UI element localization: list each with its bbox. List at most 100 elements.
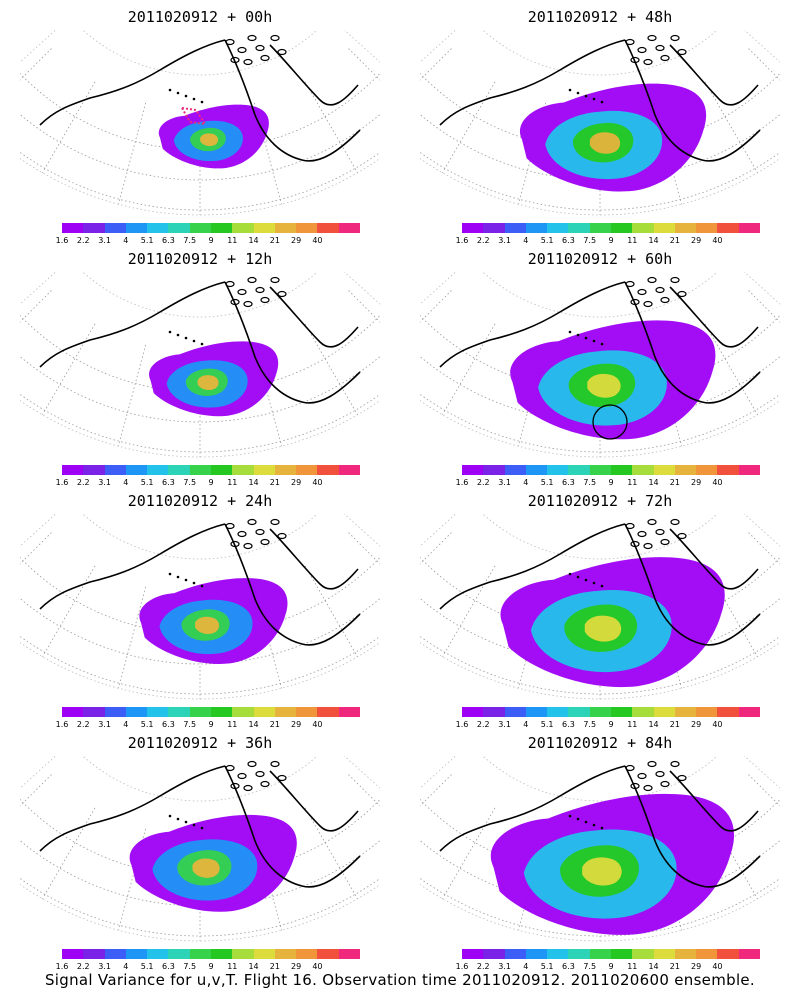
longitude-line xyxy=(748,532,780,565)
panel-title: 2011020912 + 12h xyxy=(127,250,273,268)
colorbar-swatch xyxy=(253,465,275,475)
island-outline xyxy=(277,774,287,782)
colorbar-swatch xyxy=(168,949,190,959)
coastline xyxy=(439,281,626,368)
colorbar-swatch xyxy=(462,223,484,233)
island-outline xyxy=(660,780,670,788)
island-outline xyxy=(260,54,270,62)
colorbar-tick-label: 21 xyxy=(269,962,280,971)
colorbar-tick-label: 7.5 xyxy=(583,962,597,971)
island-dot xyxy=(184,336,188,340)
island-dot xyxy=(576,575,580,579)
colorbar-tick-label: 40 xyxy=(712,720,723,729)
island-dot xyxy=(184,94,188,98)
colorbar-swatch xyxy=(653,465,675,475)
colorbar-tick-label: 5.1 xyxy=(540,236,554,245)
island-dot xyxy=(192,339,196,343)
colorbar-tick-label: 11 xyxy=(227,962,238,971)
island-dot xyxy=(584,820,588,824)
colorbar-labels: 1.6 2.2 3.1 4 5.1 6.3 7.5 9 11 14 21 29 40 xyxy=(52,962,370,972)
longitude-line xyxy=(304,81,358,173)
island-outline xyxy=(260,296,270,304)
island-outline xyxy=(670,34,680,42)
colorbar-swatch xyxy=(125,707,148,717)
panel-title: 2011020912 + 24h xyxy=(127,492,273,510)
colorbar-swatch xyxy=(317,223,339,233)
colorbar-swatch xyxy=(568,949,590,959)
coastline xyxy=(439,765,626,852)
longitude-line xyxy=(442,565,496,657)
colorbar-swatch xyxy=(653,707,675,717)
latitude-line xyxy=(20,355,380,423)
island-dot xyxy=(192,581,196,585)
colorbar-tick-label: 3.1 xyxy=(98,236,111,245)
island-dot xyxy=(200,584,204,588)
colorbar-swatch xyxy=(83,949,105,959)
island-dot xyxy=(576,817,580,821)
colorbar-tick-label: 40 xyxy=(712,478,723,487)
variance-contour-peak xyxy=(200,133,219,147)
island-outline xyxy=(670,518,680,526)
colorbar-tick-label: 11 xyxy=(627,962,638,971)
colorbar-tick-label: 14 xyxy=(248,720,259,729)
longitude-line xyxy=(20,290,52,323)
island-outline xyxy=(243,784,253,792)
island-outline xyxy=(630,540,640,548)
colorbar-swatch xyxy=(504,223,526,233)
colorbar-swatch xyxy=(253,223,275,233)
colorbar-swatch xyxy=(504,949,526,959)
variance-field xyxy=(158,104,269,169)
island-outline xyxy=(270,760,280,768)
island-outline xyxy=(670,276,680,284)
colorbar-tick-label: 2.2 xyxy=(476,962,490,971)
colorbar-tick-label: 5.1 xyxy=(540,720,554,729)
colorbar-tick-label: 21 xyxy=(269,720,280,729)
island-outline xyxy=(677,48,687,56)
latitude-line xyxy=(420,597,780,665)
colorbar-tick-label: 11 xyxy=(227,236,238,245)
colorbar-tick-label: 4 xyxy=(523,720,529,729)
colorbar-swatch xyxy=(462,949,484,959)
colorbar-swatch xyxy=(83,707,105,717)
sonde-marker-circle xyxy=(592,404,628,440)
colorbar-tick-label: 6.3 xyxy=(162,236,175,245)
island-outline xyxy=(643,300,653,308)
island-dot xyxy=(592,581,596,585)
variance-field xyxy=(129,814,297,912)
colorbar-swatch xyxy=(62,223,84,233)
colorbar-swatch xyxy=(147,707,169,717)
colorbar-tick-label: 9 xyxy=(608,236,614,245)
colorbar-tick-label: 6.3 xyxy=(162,478,175,487)
colorbar-tick-label: 1.6 xyxy=(455,962,469,971)
colorbar-swatch xyxy=(547,707,569,717)
colorbar-swatch xyxy=(232,707,254,717)
colorbar-swatch xyxy=(232,465,254,475)
colorbar-tick-label: 9 xyxy=(608,962,614,971)
colorbar-swatch xyxy=(274,707,297,717)
colorbar-swatch xyxy=(317,465,339,475)
longitude-line xyxy=(304,323,358,415)
forecast-panel-72h: 2011020912 + 72h 1.6 2.2 3.1 4 5.1 6.3 7.5 9 11 14… xyxy=(400,484,800,729)
variance-field xyxy=(139,578,288,664)
latitude-line xyxy=(20,597,380,665)
forecast-panel-84h: 2011020912 + 84h 1.6 2.2 3.1 4 5.1 6.3 7.5 9 11 14… xyxy=(400,726,800,971)
coastline xyxy=(669,44,759,106)
coastline xyxy=(269,44,359,106)
colorbar xyxy=(62,465,360,475)
colorbar-tick-label: 6.3 xyxy=(562,236,575,245)
colorbar-swatch xyxy=(168,707,190,717)
map-plot xyxy=(420,756,780,942)
colorbar-swatch xyxy=(189,949,211,959)
colorbar-tick-label: 40 xyxy=(312,236,323,245)
colorbar-swatch xyxy=(147,223,169,233)
colorbar-tick-label: 14 xyxy=(648,962,659,971)
colorbar-tick-label: 5.1 xyxy=(540,478,554,487)
island-outline xyxy=(277,290,287,298)
colorbar-labels: 1.6 2.2 3.1 4 5.1 6.3 7.5 9 11 14 21 29 40 xyxy=(452,236,770,246)
colorbar-tick-label: 5.1 xyxy=(140,962,154,971)
colorbar-swatch xyxy=(525,223,548,233)
island-outline xyxy=(230,298,240,306)
longitude-line xyxy=(118,102,147,205)
panel-title: 2011020912 + 48h xyxy=(527,8,673,26)
island-dot xyxy=(168,572,172,576)
